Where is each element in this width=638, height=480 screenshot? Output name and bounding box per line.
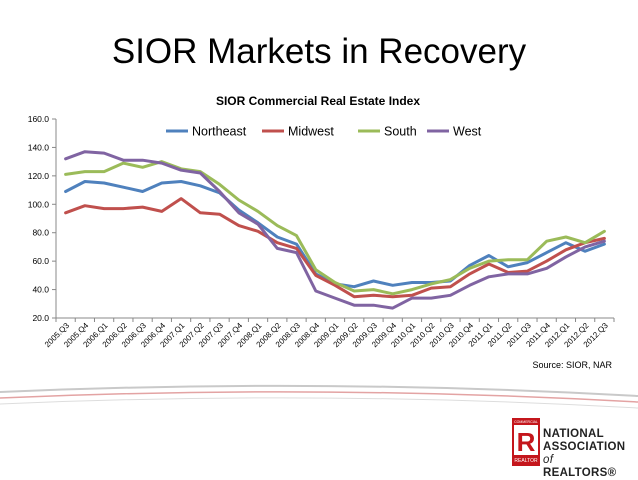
svg-text:REALTOR: REALTOR — [514, 458, 538, 464]
y-tick-label: 20.0 — [32, 313, 49, 323]
nar-of: of — [543, 454, 554, 466]
chart-title: SIOR Commercial Real Estate Index — [216, 94, 420, 108]
y-tick-label: 100.0 — [28, 199, 50, 209]
nar-wordmark: NATIONAL ASSOCIATION of REALTORS® — [543, 428, 638, 480]
legend: Northeast Midwest South West — [166, 125, 482, 139]
legend-label-midwest: Midwest — [288, 125, 334, 139]
nar-line-1: NATIONAL — [543, 428, 604, 440]
plot-lines — [64, 150, 606, 310]
legend-label-south: South — [384, 125, 417, 139]
series-line-west — [64, 150, 606, 310]
y-tick-label: 40.0 — [32, 285, 49, 295]
svg-text:R: R — [517, 427, 536, 457]
y-tick-label: 140.0 — [28, 142, 50, 152]
y-tick-label: 60.0 — [32, 256, 49, 266]
source-note: Source: SIOR, NAR — [532, 360, 612, 370]
nar-line-3: REALTORS® — [543, 467, 617, 479]
slide-title: SIOR Markets in Recovery — [111, 32, 527, 71]
x-axis: 2005.Q32005.Q42006.Q12006.Q22006.Q32006.… — [43, 317, 615, 349]
y-tick-label: 120.0 — [28, 171, 50, 181]
series-line-midwest — [64, 197, 606, 299]
realtor-logo: COMMERCIAL R REALTOR — [512, 418, 540, 466]
y-axis: 20.0 40.0 60.0 80.0 100.0 120.0 140.0 160.0 — [28, 114, 57, 323]
line-chart: SIOR Commercial Real Estate Index Northe… — [28, 94, 615, 349]
y-tick-label: 160.0 — [28, 114, 50, 124]
legend-label-west: West — [453, 125, 482, 139]
decorative-swoosh — [0, 384, 638, 409]
legend-label-northeast: Northeast — [192, 125, 247, 139]
nar-line-2: ASSOCIATION — [543, 441, 626, 453]
y-tick-label: 80.0 — [32, 228, 49, 238]
svg-text:COMMERCIAL: COMMERCIAL — [514, 420, 538, 424]
